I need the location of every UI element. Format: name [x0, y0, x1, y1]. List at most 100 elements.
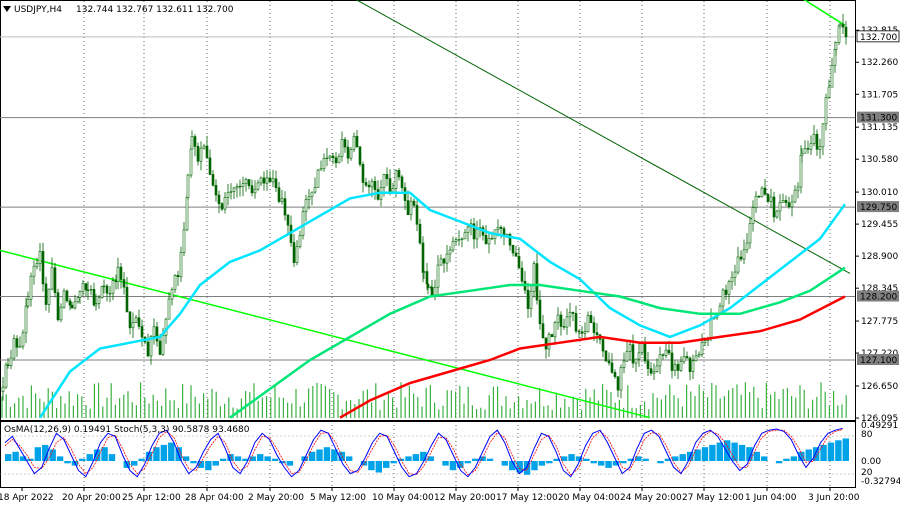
osma-bar — [49, 449, 56, 461]
candle-body — [454, 239, 458, 242]
candle-body — [94, 303, 98, 306]
candle-body — [68, 300, 72, 306]
candle-body — [334, 157, 338, 164]
candle-body — [313, 187, 317, 193]
candle-body — [637, 352, 641, 360]
candle-body — [727, 281, 731, 295]
osma-bar — [642, 458, 649, 461]
candle-body — [824, 97, 828, 125]
candle-body — [397, 170, 401, 178]
candle-body — [322, 157, 326, 170]
candle-body — [331, 155, 335, 159]
candle-body — [217, 194, 221, 204]
candle-body — [319, 168, 323, 171]
level-price-label: 127.100 — [860, 356, 897, 366]
candle-body — [250, 185, 254, 194]
osma-bar — [798, 451, 805, 461]
candle-body — [412, 200, 416, 206]
candle-body — [436, 264, 440, 288]
candle-body — [29, 275, 33, 300]
osma-bar — [479, 456, 486, 461]
candle-body — [364, 182, 368, 186]
stoch-signal-line — [4, 429, 843, 476]
candle-body — [78, 291, 82, 298]
osma-bar — [5, 454, 12, 461]
candle-body — [346, 146, 350, 159]
candle-body — [676, 364, 680, 371]
candle-body — [475, 229, 479, 240]
candle-body — [661, 354, 665, 356]
osma-bar — [316, 449, 323, 461]
osma-bar — [368, 461, 375, 471]
main-pane-border — [0, 0, 856, 421]
osma-bar — [205, 461, 212, 471]
candle-body — [415, 205, 419, 225]
y-tick-label: 128.900 — [861, 252, 898, 262]
candle-body — [173, 275, 177, 290]
candle-body — [607, 360, 611, 364]
osma-bar — [827, 442, 835, 461]
osma-bar — [271, 458, 279, 461]
candle-body — [146, 341, 150, 357]
osma-bar — [716, 442, 723, 461]
candle-body — [631, 344, 635, 364]
candle-body — [535, 263, 539, 301]
x-tick-label: 20 May 04:00 — [558, 493, 620, 503]
osma-bar — [701, 447, 709, 461]
candle-body — [6, 364, 10, 367]
candle-body — [418, 223, 422, 244]
candle-body — [682, 356, 686, 362]
osma-bar — [672, 456, 679, 461]
candle-body — [422, 271, 426, 273]
x-tick-label: 1 Jun 04:00 — [745, 493, 797, 503]
osma-bar — [775, 461, 783, 464]
candle-body — [38, 251, 42, 264]
osma-bar — [286, 461, 294, 466]
candle-body — [298, 234, 302, 248]
candle-body — [164, 318, 168, 336]
candle-body — [403, 187, 407, 201]
candle-body — [247, 179, 251, 186]
triangle-down-icon[interactable] — [3, 6, 11, 12]
candle-body — [694, 355, 698, 362]
candle-body — [140, 326, 144, 338]
time-axis[interactable]: 18 Apr 2022 20 Apr 20:00 25 Apr 12:00 28 Ap… — [0, 487, 860, 503]
osma-bar — [242, 458, 249, 461]
candle-body — [425, 271, 429, 285]
osc-tick-label: 0.49291 — [861, 421, 898, 431]
candle-body — [589, 315, 593, 324]
candle-body — [86, 289, 90, 292]
y-tick-label: 132.260 — [861, 58, 898, 68]
candle-body — [511, 244, 515, 254]
candle-body — [508, 233, 512, 246]
osma-bar — [560, 456, 568, 461]
candle-body — [448, 249, 452, 255]
candle-body — [586, 315, 590, 332]
osma-bar — [783, 458, 790, 461]
x-tick-label: 12 May 20:00 — [434, 493, 496, 503]
candle-body — [199, 147, 203, 162]
level-price-label: 131.300 — [860, 114, 897, 124]
candle-body — [349, 149, 353, 159]
candle-body — [292, 242, 296, 263]
candle-body — [114, 280, 118, 282]
osma-bar — [168, 442, 175, 461]
candle-body — [745, 242, 749, 251]
candle-body — [787, 202, 791, 208]
candle-body — [821, 123, 825, 148]
price-axis[interactable]: 132.815132.260131.705131.135130.580130.0… — [855, 26, 900, 487]
candle-body — [343, 139, 347, 148]
candle-body — [116, 266, 120, 282]
candle-body — [760, 187, 764, 198]
candle-body — [670, 352, 674, 371]
candle-body — [409, 200, 413, 216]
candle-body — [316, 169, 320, 188]
x-tick-label: 3 Jun 20:00 — [808, 493, 860, 503]
osma-bar — [390, 461, 397, 464]
candle-body — [325, 157, 329, 160]
osma-bar — [257, 454, 264, 461]
candle-body — [430, 286, 434, 296]
candle-body — [394, 170, 398, 189]
candle-body — [9, 357, 13, 366]
